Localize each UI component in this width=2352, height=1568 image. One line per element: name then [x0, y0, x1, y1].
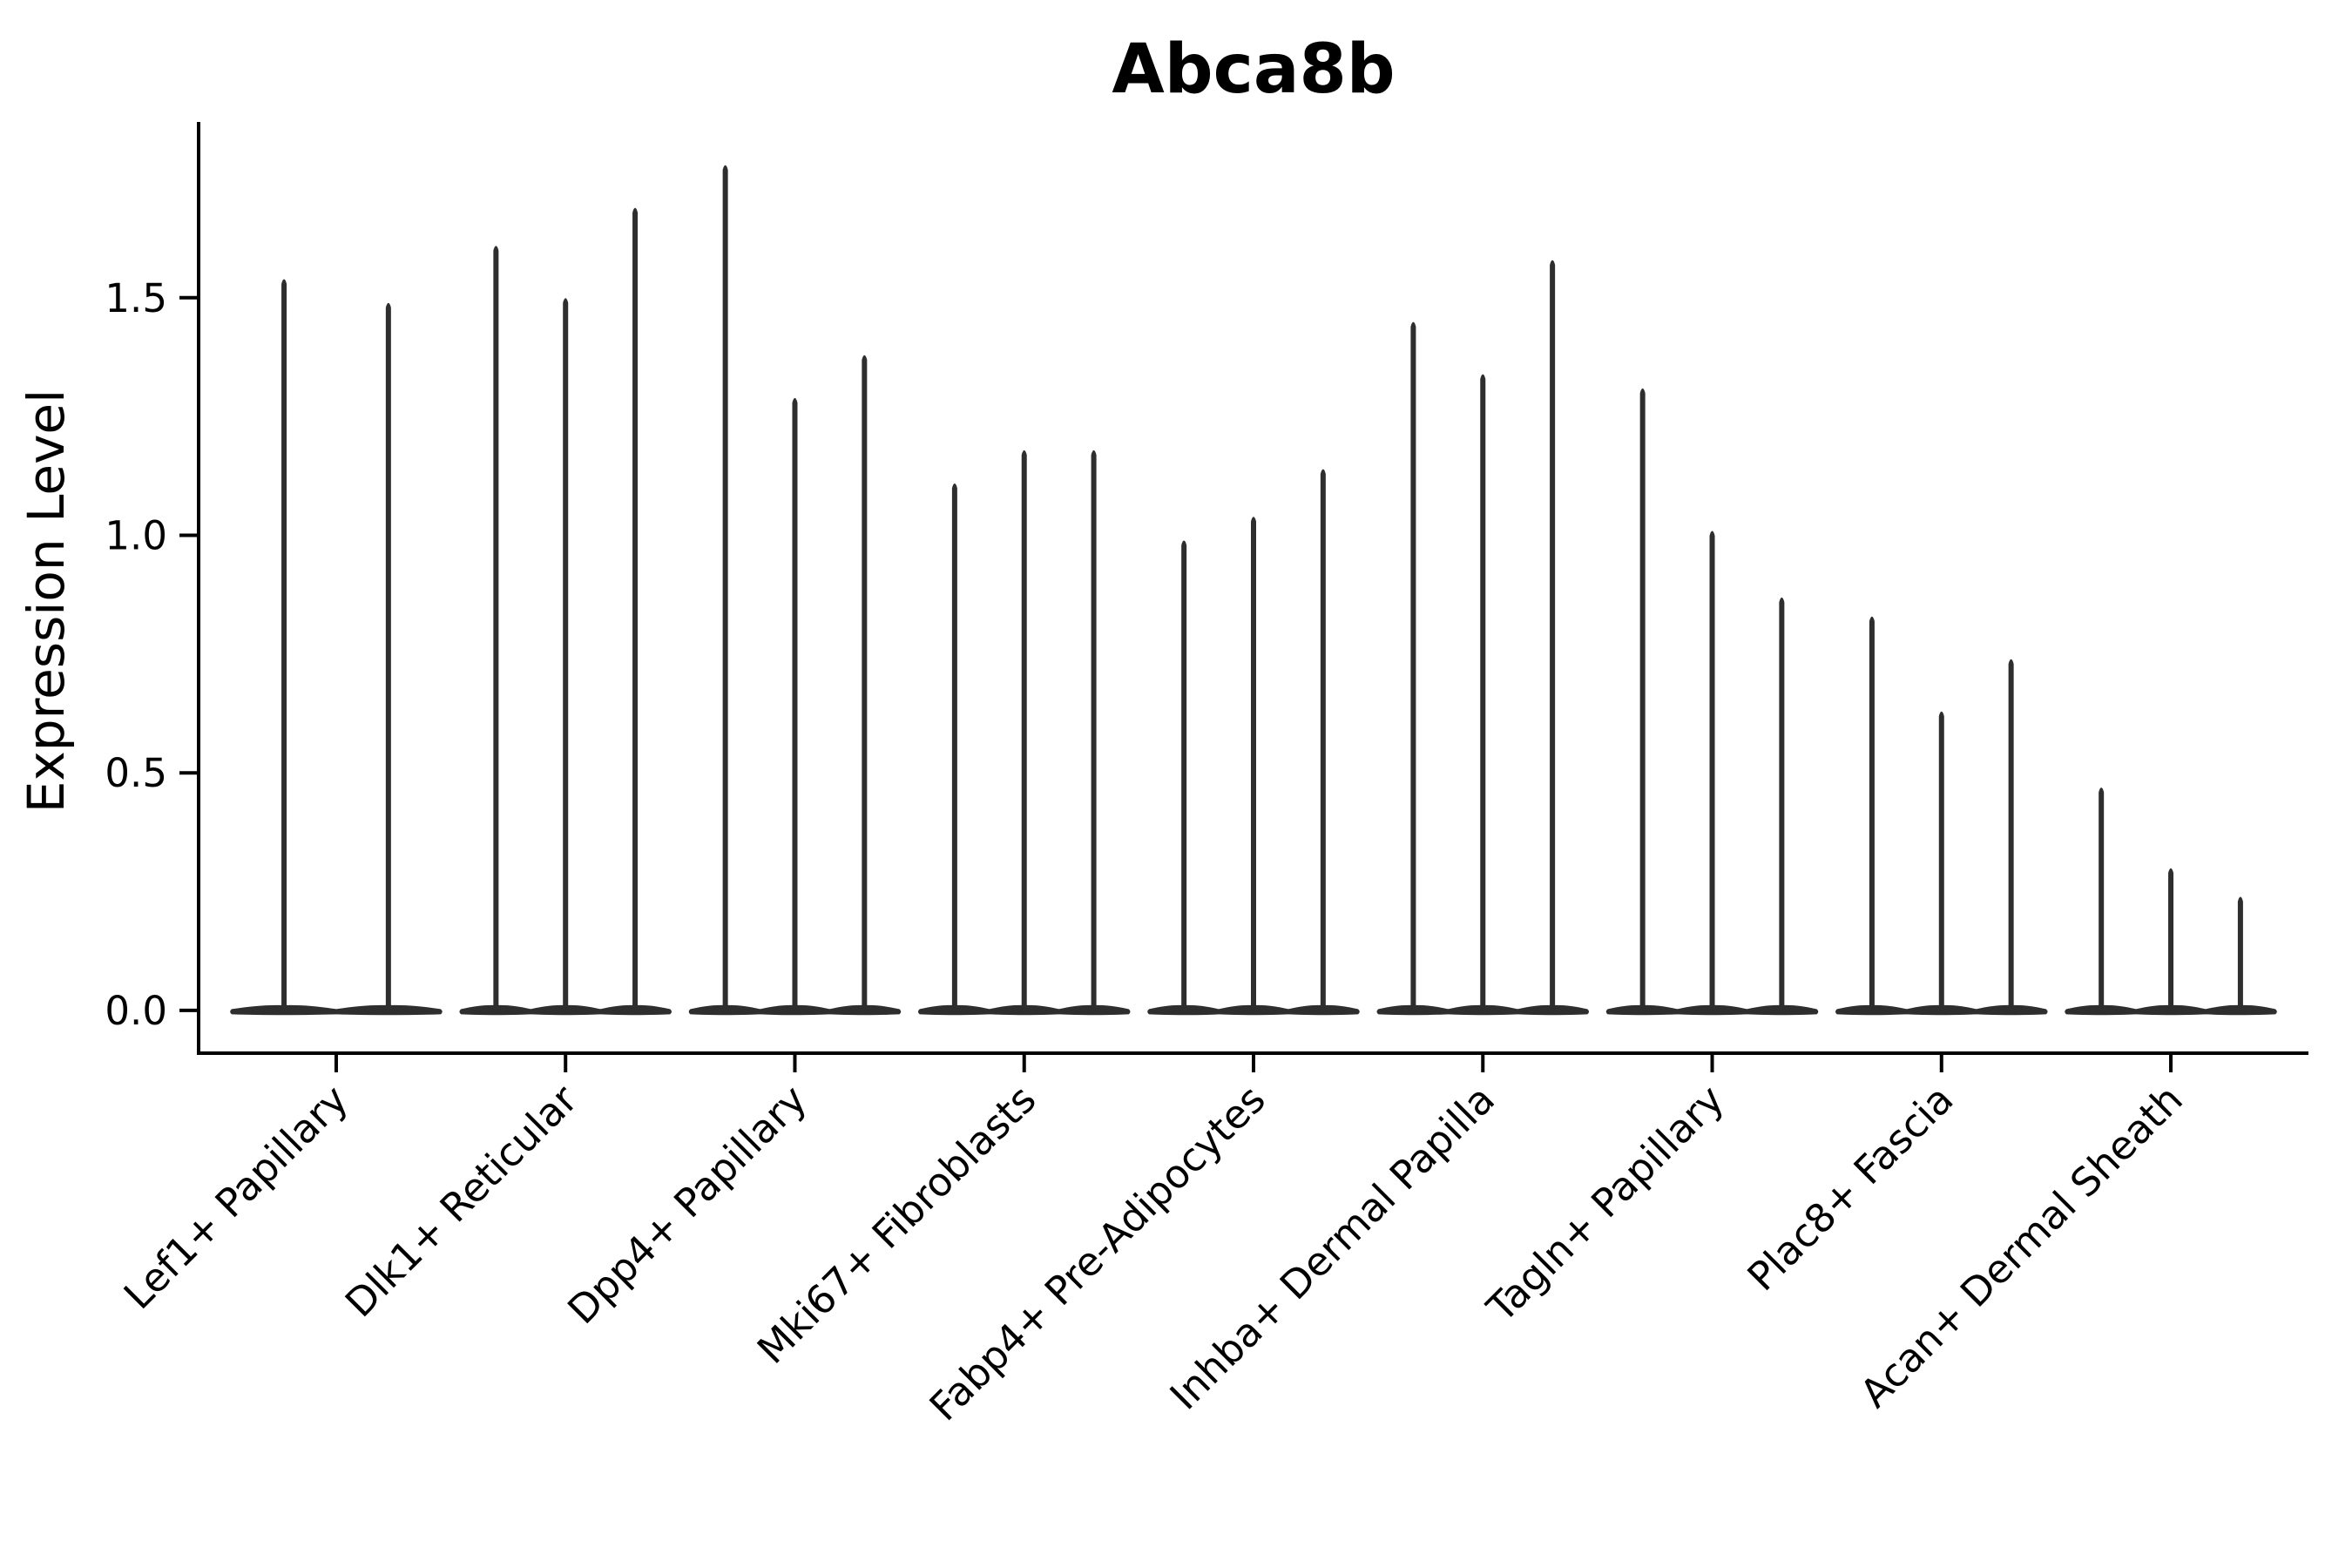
- violin: [1745, 597, 1819, 1016]
- violin: [2203, 896, 2277, 1016]
- violin: [1675, 531, 1749, 1016]
- chart-title: Abca8b: [1112, 30, 1395, 109]
- violin: [2065, 787, 2139, 1016]
- x-tick-label: Plac8+ Fascia: [1739, 1076, 1963, 1300]
- violin: [1057, 449, 1131, 1016]
- y-axis-label: Expression Level: [17, 389, 76, 813]
- violin: [688, 165, 762, 1016]
- violin: [987, 449, 1061, 1016]
- violin: [1974, 659, 2048, 1016]
- x-tick-label: Dlk1+ Reticular: [336, 1076, 586, 1326]
- violin: [1446, 374, 1520, 1016]
- violin: [917, 483, 991, 1016]
- x-tick-label: Dpp4+ Papillary: [558, 1076, 815, 1333]
- violin: [334, 302, 443, 1016]
- violin: [2134, 868, 2207, 1016]
- y-tick-label: 0.5: [105, 750, 167, 796]
- violin: [1286, 469, 1360, 1016]
- violin: [1217, 517, 1290, 1016]
- violin: [758, 397, 832, 1016]
- violin: [598, 207, 672, 1016]
- violin: [1904, 711, 1978, 1016]
- y-tick-label: 1.0: [105, 513, 167, 559]
- violin: [529, 298, 603, 1016]
- violin: [230, 279, 338, 1016]
- violins-layer: [230, 165, 2277, 1016]
- axes-layer: [179, 122, 2308, 1072]
- violin: [1376, 321, 1450, 1016]
- x-tick-label: Tagln+ Papillary: [1477, 1076, 1733, 1331]
- violin: [1605, 388, 1680, 1016]
- violin: [1147, 540, 1221, 1016]
- violin: [828, 355, 902, 1016]
- x-tick-label: Lef1+ Papillary: [115, 1076, 357, 1318]
- y-tick-label: 1.5: [105, 275, 167, 321]
- violin: [1516, 260, 1590, 1016]
- violin: [459, 246, 533, 1016]
- violin: [1835, 616, 1909, 1016]
- y-tick-label: 0.0: [105, 988, 167, 1034]
